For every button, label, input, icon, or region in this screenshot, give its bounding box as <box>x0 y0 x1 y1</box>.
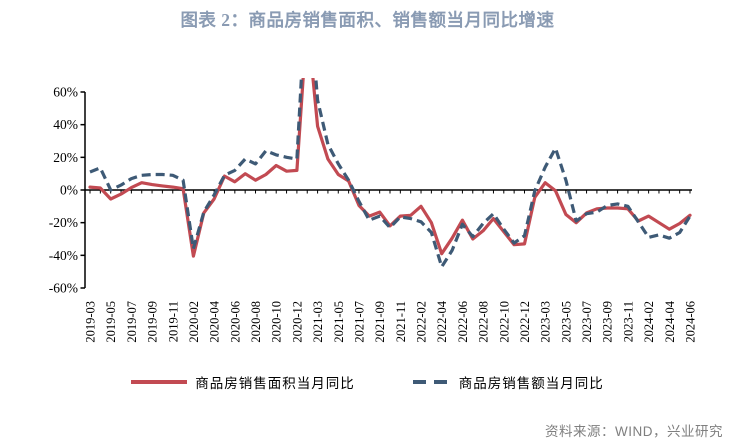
svg-text:2021-11: 2021-11 <box>394 301 408 342</box>
source-note: 资料来源：WIND，兴业研究 <box>545 424 723 439</box>
svg-text:2022-02: 2022-02 <box>415 301 429 343</box>
legend-item-sales-value: 商品房销售额当月同比 <box>412 372 604 392</box>
chart-legend: 商品房销售面积当月同比 商品房销售额当月同比 <box>0 372 735 392</box>
svg-text:2023-11: 2023-11 <box>621 301 635 342</box>
svg-text:2021-07: 2021-07 <box>352 301 366 343</box>
svg-text:2020-06: 2020-06 <box>228 301 242 343</box>
svg-text:20%: 20% <box>53 150 78 165</box>
svg-text:2020-12: 2020-12 <box>290 301 304 343</box>
svg-text:60%: 60% <box>53 85 78 100</box>
svg-text:2022-08: 2022-08 <box>477 301 491 343</box>
svg-text:2023-09: 2023-09 <box>601 301 615 343</box>
sales-value-line <box>89 78 692 269</box>
svg-text:2021-05: 2021-05 <box>332 301 346 343</box>
svg-text:2021-03: 2021-03 <box>311 301 325 343</box>
svg-text:-20%: -20% <box>49 215 78 230</box>
chart-title: 图表 2：商品房销售面积、销售额当月同比增速 <box>180 10 555 30</box>
svg-text:0%: 0% <box>60 183 78 198</box>
svg-text:2019-09: 2019-09 <box>146 301 160 343</box>
legend-swatch-dashed-line-icon <box>412 380 451 384</box>
svg-text:40%: 40% <box>53 117 78 132</box>
svg-text:2019-07: 2019-07 <box>125 301 139 343</box>
svg-text:2024-06: 2024-06 <box>684 301 698 343</box>
x-axis-labels: 2019-03 2019-05 2019-07 2019-09 2019-11 2020-… <box>84 300 698 342</box>
svg-text:-60%: -60% <box>49 281 78 296</box>
sales-area-line <box>88 78 692 258</box>
svg-text:2022-06: 2022-06 <box>456 301 470 343</box>
svg-text:2021-09: 2021-09 <box>373 301 387 343</box>
svg-text:2020-02: 2020-02 <box>187 301 201 343</box>
svg-text:2024-04: 2024-04 <box>663 300 677 342</box>
svg-text:-40%: -40% <box>49 248 78 263</box>
svg-text:2022-04: 2022-04 <box>435 300 449 342</box>
legend-swatch-solid-line-icon <box>131 380 188 384</box>
svg-text:2023-05: 2023-05 <box>559 301 573 343</box>
svg-text:2023-07: 2023-07 <box>580 301 594 343</box>
svg-text:2019-05: 2019-05 <box>104 301 118 343</box>
axes <box>80 91 692 289</box>
y-axis-labels: 60% 40% 20% 0% -20% -40% -60% <box>49 85 78 296</box>
svg-text:2022-10: 2022-10 <box>497 301 511 343</box>
svg-text:2024-02: 2024-02 <box>642 301 656 343</box>
legend-item-sales-area: 商品房销售面积当月同比 <box>131 372 355 392</box>
svg-text:2019-03: 2019-03 <box>84 301 98 343</box>
svg-text:2022-12: 2022-12 <box>518 301 532 343</box>
svg-text:2019-11: 2019-11 <box>166 301 180 342</box>
legend-label-sales-area: 商品房销售面积当月同比 <box>195 376 355 391</box>
svg-text:2020-10: 2020-10 <box>270 301 284 343</box>
legend-label-sales-value: 商品房销售额当月同比 <box>458 376 604 391</box>
svg-text:2023-03: 2023-03 <box>539 301 553 343</box>
svg-text:2020-08: 2020-08 <box>249 301 263 343</box>
svg-text:2020-04: 2020-04 <box>208 300 222 342</box>
